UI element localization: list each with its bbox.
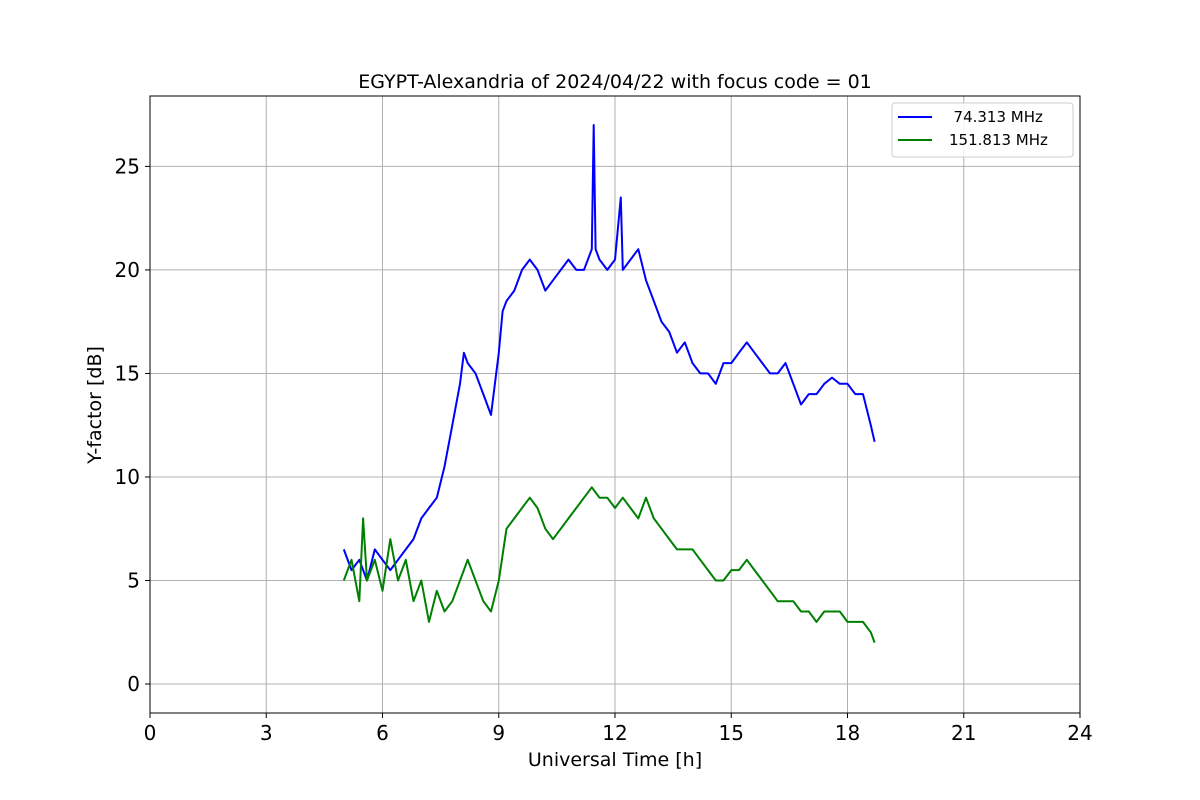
x-tick-label: 6 — [376, 721, 389, 745]
legend: 74.313 MHz 151.813 MHz — [891, 102, 1074, 158]
x-tick-label: 12 — [602, 721, 627, 745]
y-tick-label: 5 — [127, 568, 140, 592]
x-tick-label: 3 — [260, 721, 273, 745]
x-tick-label: 21 — [951, 721, 976, 745]
y-tick-label: 20 — [115, 258, 140, 282]
y-axis-title: Y-factor [dB] — [84, 346, 106, 465]
grid — [149, 96, 1081, 713]
x-tick-label: 18 — [835, 721, 860, 745]
series-line-1 — [342, 486, 876, 643]
legend-box — [891, 102, 1074, 158]
x-axis-title: Universal Time [h] — [528, 749, 702, 771]
y-tick-label: 15 — [115, 361, 140, 385]
chart-title: EGYPT-Alexandria of 2024/04/22 with focu… — [358, 71, 872, 93]
x-tick-label: 0 — [144, 721, 157, 745]
legend-label-151mhz: 151.813 MHz — [949, 131, 1048, 149]
y-tick-label: 10 — [115, 465, 140, 489]
x-tick-label: 24 — [1067, 721, 1092, 745]
x-axis: 0 3 6 9 12 15 18 21 24 — [144, 713, 1093, 745]
series-layer — [342, 124, 876, 643]
y-axis: 0 5 10 15 20 25 — [115, 154, 150, 696]
x-tick-label: 9 — [492, 721, 505, 745]
y-tick-label: 25 — [115, 154, 140, 178]
x-tick-label: 15 — [719, 721, 744, 745]
y-tick-label: 0 — [127, 672, 140, 696]
legend-label-74mhz: 74.313 MHz — [944, 108, 1043, 126]
series-line-0 — [342, 124, 876, 582]
